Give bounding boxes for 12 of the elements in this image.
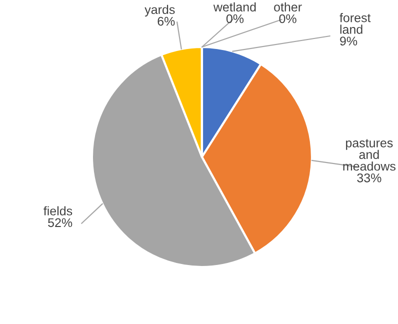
data-label: 52% xyxy=(48,218,72,228)
text: 0% xyxy=(279,14,296,24)
slice-label: pastures and meadows xyxy=(343,139,396,171)
slice-label: fields xyxy=(44,206,72,216)
data-label: 33% xyxy=(357,173,382,182)
text: 0% xyxy=(226,14,244,24)
data-label: 9% xyxy=(340,36,358,46)
slice-label: yards xyxy=(144,4,175,17)
category-label: other xyxy=(274,2,302,12)
data-label: 6% xyxy=(158,16,175,26)
slice-label: forest land xyxy=(340,13,371,34)
category-label: wetland xyxy=(213,2,256,12)
